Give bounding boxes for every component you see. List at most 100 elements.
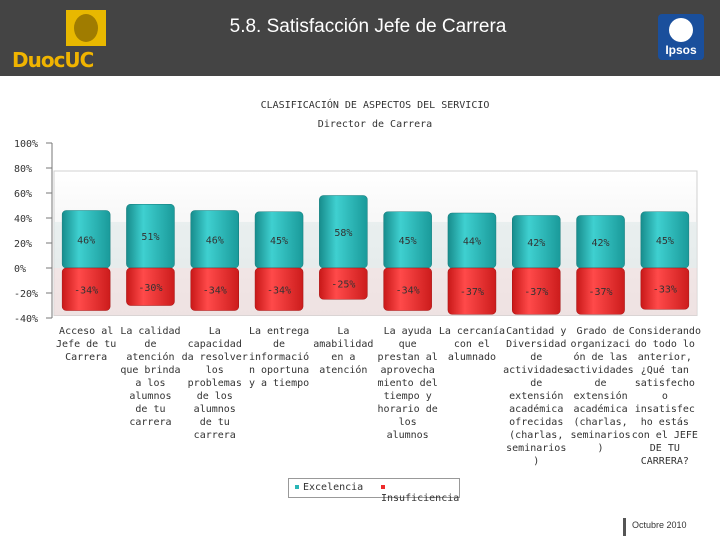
category-label: La cercanía bbox=[439, 325, 505, 337]
category-label: de tu bbox=[135, 404, 165, 415]
data-label-excelencia: 45% bbox=[270, 236, 288, 247]
y-axis: 100% 80% 60% 40% 20% 0% -20% -40% bbox=[14, 139, 53, 325]
data-label-insuficiencia: -30% bbox=[138, 283, 162, 294]
bar-insuficiencia bbox=[383, 267, 432, 311]
category-label: los bbox=[206, 365, 224, 376]
category-label: ) bbox=[598, 443, 604, 454]
category-label: organizaci bbox=[570, 339, 630, 350]
category-label: académica bbox=[573, 403, 627, 415]
category-label: anterior, bbox=[638, 352, 692, 363]
category-label: Jefe de tu bbox=[56, 339, 116, 350]
category-label: académica bbox=[509, 403, 563, 415]
category-label: problemas bbox=[188, 378, 242, 389]
category-label: amabilidad bbox=[313, 339, 373, 350]
category-label: y a tiempo bbox=[249, 378, 309, 389]
category-label: Cantidad y bbox=[506, 326, 566, 337]
category-label: miento del bbox=[378, 378, 438, 389]
category-label: alumnos bbox=[129, 391, 171, 402]
bar-insuficiencia bbox=[126, 267, 175, 306]
data-label-insuficiencia: -37% bbox=[524, 287, 548, 298]
category-label: seminarios bbox=[506, 443, 566, 454]
category-label: La entrega bbox=[249, 326, 309, 337]
page-title: 5.8. Satisfacción Jefe de Carrera bbox=[229, 16, 507, 37]
data-label-excelencia: 51% bbox=[141, 232, 159, 243]
category-label: o bbox=[662, 391, 668, 402]
y-tick-label: 0% bbox=[14, 264, 26, 275]
bar-insuficiencia bbox=[512, 267, 561, 315]
ipsos-logo: Ipsos bbox=[658, 14, 704, 60]
chart-subtitle: Director de Carrera bbox=[317, 119, 433, 130]
data-label-excelencia: 44% bbox=[463, 237, 481, 248]
data-label-insuficiencia: -33% bbox=[653, 285, 677, 296]
category-label: La ayuda bbox=[384, 326, 432, 337]
data-label-insuficiencia: -37% bbox=[460, 287, 484, 298]
category-label: extensión bbox=[509, 390, 563, 402]
legend-item-insuficiencia: Insuficiencia bbox=[381, 482, 459, 504]
category-label: los bbox=[399, 417, 417, 428]
data-label-excelencia: 45% bbox=[656, 236, 674, 247]
category-label: a los bbox=[135, 378, 165, 389]
category-label: tiempo y bbox=[384, 391, 432, 402]
bar-insuficiencia bbox=[254, 267, 304, 311]
legend-label-insuficiencia: Insuficiencia bbox=[381, 493, 460, 504]
y-tick-label: 20% bbox=[14, 239, 32, 250]
category-label: en a bbox=[331, 352, 355, 363]
bar-insuficiencia bbox=[576, 267, 625, 315]
data-label-excelencia: 46% bbox=[206, 235, 224, 246]
category-label: Carrera bbox=[65, 352, 107, 363]
category-label: que bbox=[399, 339, 417, 350]
legend-label-excelencia: Excelencia bbox=[303, 482, 364, 493]
y-tick-label: 80% bbox=[14, 164, 32, 175]
category-label: (charlas, bbox=[509, 430, 563, 441]
y-tick-label: 60% bbox=[14, 189, 32, 200]
data-label-excelencia: 46% bbox=[77, 235, 95, 246]
legend-swatch-insuficiencia bbox=[381, 485, 385, 489]
category-label: insatisfec bbox=[635, 404, 695, 415]
ipsos-logo-text: Ipsos bbox=[665, 43, 697, 57]
category-label: Considerando bbox=[629, 326, 701, 337]
category-label: La calidad bbox=[120, 326, 180, 337]
category-label: Acceso al bbox=[59, 326, 113, 337]
category-label: ho estás bbox=[641, 416, 689, 428]
duocuc-logo: DuocUC bbox=[12, 10, 106, 72]
data-label-insuficiencia: -25% bbox=[331, 280, 355, 291]
category-label: ón de las bbox=[573, 351, 627, 363]
footer-date: Octubre 2010 bbox=[632, 520, 687, 530]
category-label: con el bbox=[454, 339, 490, 350]
category-label: satisfecho bbox=[635, 378, 695, 389]
y-tick-label: 100% bbox=[14, 139, 38, 150]
legend-swatch-excelencia bbox=[295, 485, 299, 489]
bar-insuficiencia bbox=[319, 267, 368, 300]
duocuc-logo-text: DuocUC bbox=[12, 48, 94, 72]
chart-title: CLASIFICACIÓN DE ASPECTOS DEL SERVICIO bbox=[260, 100, 490, 111]
category-label: que brinda bbox=[120, 365, 180, 376]
data-label-insuficiencia: -34% bbox=[396, 285, 420, 296]
category-label: aprovecha bbox=[381, 365, 435, 376]
bar-labels-group: 46% -34% 51% -30% 46% -34% 45% -34% 58% -25% 45% -3… bbox=[74, 228, 677, 298]
data-label-insuficiencia: -34% bbox=[74, 285, 98, 296]
category-label: horario de bbox=[378, 404, 438, 415]
y-tick-label: -20% bbox=[14, 289, 38, 300]
category-label: alumnos bbox=[194, 404, 236, 415]
category-label: informació bbox=[249, 351, 309, 363]
bar-chart: 100% 80% 60% 40% 20% 0% -20% -40% 46% -34% 51% -30… bbox=[14, 139, 701, 467]
category-label: de bbox=[530, 352, 542, 363]
data-label-excelencia: 42% bbox=[527, 238, 545, 249]
category-label: de bbox=[144, 339, 156, 350]
category-label: (charlas, bbox=[573, 417, 627, 428]
category-label: carrera bbox=[194, 430, 236, 441]
category-label: da resolver bbox=[182, 352, 248, 363]
data-label-insuficiencia: -34% bbox=[203, 285, 227, 296]
category-label: DE TU bbox=[650, 443, 680, 454]
category-label: con el JEFE bbox=[632, 430, 698, 441]
y-tick-label: 40% bbox=[14, 214, 32, 225]
category-label: seminarios bbox=[570, 430, 630, 441]
category-label: actividades bbox=[567, 365, 633, 376]
header-bar: DuocUC 5.8. Satisfacción Jefe de Carrera… bbox=[0, 0, 720, 76]
category-label: alumnado bbox=[448, 352, 496, 363]
category-label: La bbox=[337, 326, 349, 337]
category-label: de los bbox=[197, 391, 233, 402]
bars-group bbox=[61, 195, 690, 315]
category-label: carrera bbox=[129, 417, 171, 428]
